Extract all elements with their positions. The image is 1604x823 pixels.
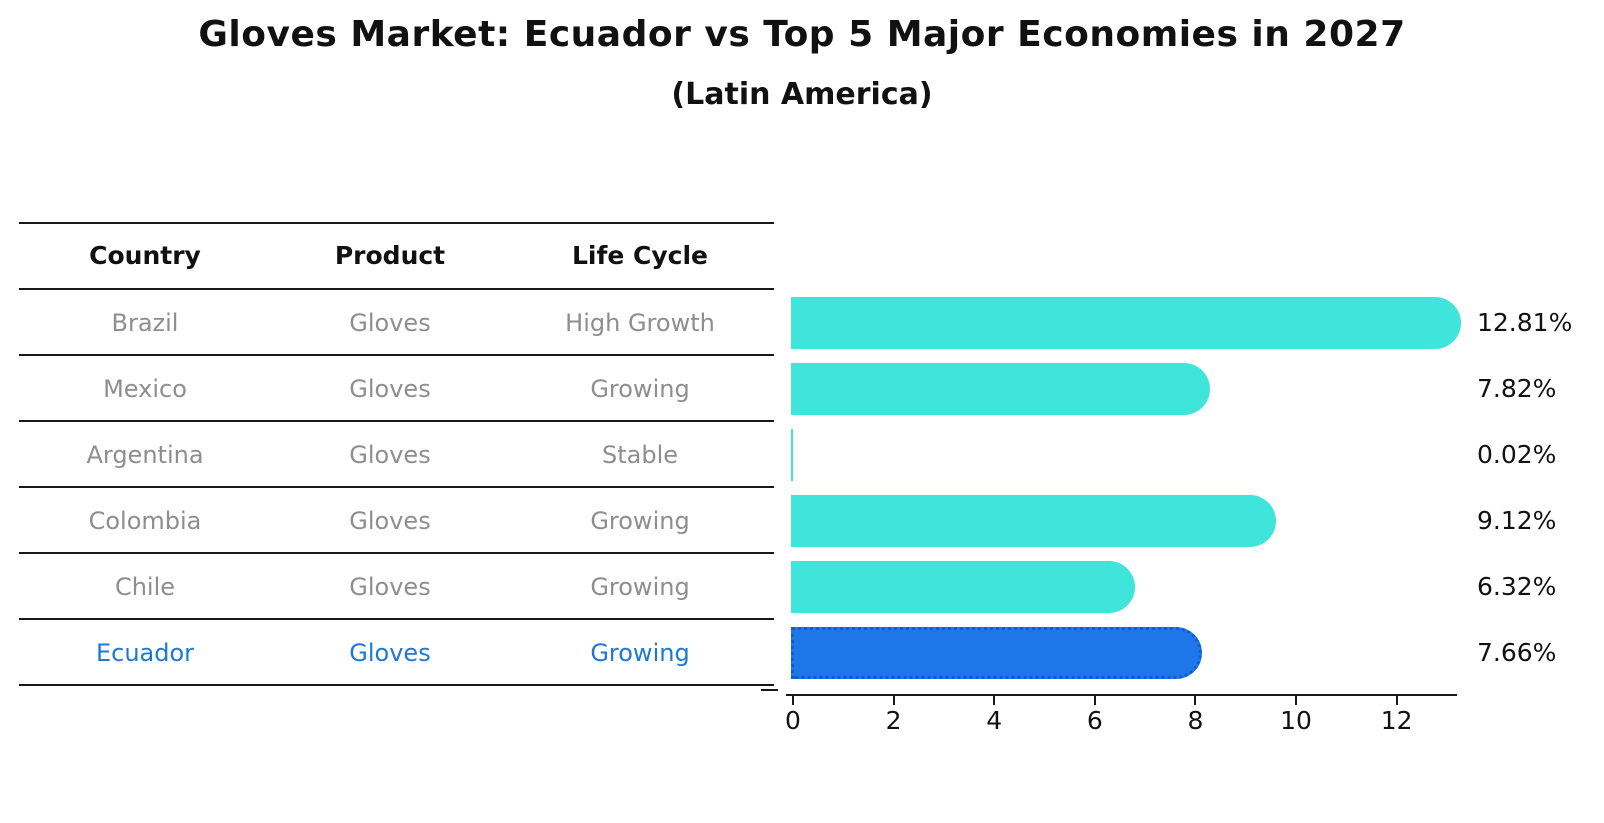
cell-country: Brazil bbox=[111, 309, 179, 337]
cell-country: Chile bbox=[114, 573, 176, 601]
x-axis-tick-label: 0 bbox=[785, 706, 801, 735]
x-axis-tick bbox=[1295, 696, 1297, 705]
bar-ecuador-highlighted bbox=[791, 627, 1203, 679]
cell-product: Gloves bbox=[349, 507, 431, 535]
cell-country: Mexico bbox=[103, 375, 187, 403]
bar-value-label: 7.82% bbox=[1477, 374, 1557, 403]
x-axis-tick-label: 6 bbox=[1086, 706, 1103, 735]
table-rule bbox=[19, 684, 774, 686]
bar-colombia bbox=[791, 495, 1276, 547]
bar-mexico bbox=[791, 363, 1211, 415]
table-header-country: Country bbox=[89, 241, 201, 270]
x-axis-tick-label: 8 bbox=[1187, 706, 1204, 735]
table-rule bbox=[19, 288, 774, 290]
x-axis-tick-label: 10 bbox=[1280, 706, 1312, 735]
x-axis-line bbox=[786, 694, 1457, 696]
table-rule bbox=[19, 222, 774, 224]
cell-product-ecuador: Gloves bbox=[349, 639, 431, 667]
x-axis-tick bbox=[1395, 696, 1398, 705]
cell-life-cycle: Growing bbox=[590, 507, 690, 535]
x-axis-tick bbox=[792, 696, 794, 705]
table-header-life-cycle: Life Cycle bbox=[571, 241, 709, 270]
chart-title: Gloves Market: Ecuador vs Top 5 Major Ec… bbox=[198, 14, 1406, 55]
table-rule bbox=[19, 420, 774, 422]
x-axis-tick-label: 4 bbox=[986, 706, 1003, 735]
bar-brazil bbox=[791, 297, 1462, 349]
x-axis-tick-label: 12 bbox=[1380, 706, 1413, 735]
cell-life-cycle-ecuador: Growing bbox=[590, 639, 690, 667]
cell-country: Argentina bbox=[86, 441, 204, 469]
bar-argentina bbox=[791, 429, 793, 481]
table-rule bbox=[19, 618, 774, 620]
bar-value-label: 9.12% bbox=[1477, 506, 1557, 535]
x-axis-tick-label: 2 bbox=[885, 706, 902, 735]
cell-life-cycle: Stable bbox=[601, 441, 679, 469]
cell-life-cycle: Growing bbox=[590, 573, 690, 601]
cell-product: Gloves bbox=[349, 375, 431, 403]
cell-country: Colombia bbox=[88, 507, 202, 535]
cell-product: Gloves bbox=[349, 309, 431, 337]
y-axis-tick bbox=[761, 689, 778, 691]
cell-product: Gloves bbox=[349, 573, 431, 601]
bar-value-label: 0.02% bbox=[1477, 440, 1557, 469]
cell-life-cycle: High Growth bbox=[565, 309, 715, 337]
bar-value-label: 6.32% bbox=[1477, 572, 1557, 601]
cell-product: Gloves bbox=[349, 441, 431, 469]
table-header-product: Product bbox=[334, 241, 446, 270]
cell-life-cycle: Growing bbox=[590, 375, 690, 403]
x-axis-tick bbox=[892, 696, 895, 705]
cell-country-ecuador: Ecuador bbox=[95, 639, 195, 667]
x-axis-tick bbox=[1093, 696, 1096, 705]
x-axis-tick bbox=[993, 696, 996, 705]
table-rule bbox=[19, 552, 774, 554]
table-rule bbox=[19, 486, 774, 488]
x-axis-tick bbox=[1194, 696, 1197, 705]
bar-value-label: 7.66% bbox=[1477, 638, 1557, 667]
table-rule bbox=[19, 354, 774, 356]
chart-subtitle: (Latin America) bbox=[671, 77, 933, 112]
bar-value-label: 12.81% bbox=[1477, 308, 1573, 337]
bar-chile bbox=[791, 561, 1135, 613]
